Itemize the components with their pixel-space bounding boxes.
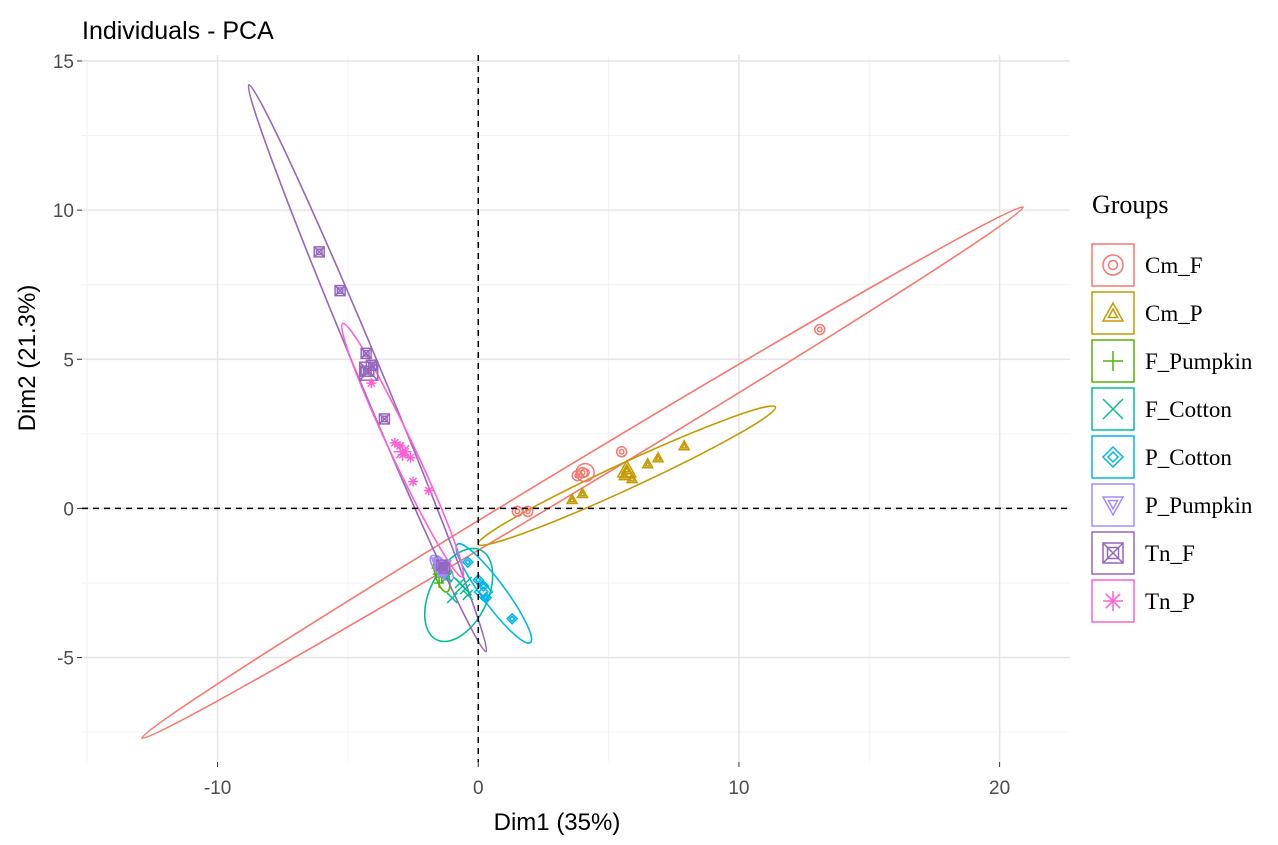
tn-f-point	[334, 284, 346, 297]
legend-label-f-cotton: F_Cotton	[1145, 397, 1232, 422]
f-cotton-centroid	[453, 576, 473, 596]
cm-f-point	[813, 323, 826, 336]
grid	[82, 55, 1070, 762]
legend-label-cm-f: Cm_F	[1145, 253, 1203, 278]
p-cotton-point	[506, 612, 519, 625]
tn-f-point	[378, 413, 391, 425]
tn-p-centroid	[393, 442, 412, 461]
tn-f-point	[360, 347, 372, 360]
cm-p-point	[677, 439, 691, 451]
cm-f-ellipse	[141, 206, 1024, 740]
x-tick-label: 0	[473, 778, 484, 799]
x-axis-title: Dim1 (35%)	[494, 809, 621, 836]
legend-key-tn-f	[1091, 531, 1135, 575]
x-tick-label: -10	[204, 778, 231, 799]
cm-p-centroid	[616, 459, 638, 478]
legend-key-p-cotton	[1091, 435, 1135, 479]
cm-f-point	[576, 466, 589, 479]
legend-symbol-p-cotton	[1101, 445, 1125, 469]
legend-key-cm-p	[1091, 291, 1135, 335]
y-tick-label: 5	[63, 350, 74, 371]
legend-symbol-f-cotton	[1102, 398, 1124, 420]
y-tick-label: 15	[53, 52, 74, 73]
cm-p-point	[641, 457, 654, 469]
tn-p-point	[366, 378, 377, 389]
p-cotton-centroid	[473, 581, 494, 603]
y-tick-label: -5	[57, 649, 74, 670]
legend-label-p-pumpkin: P_Pumpkin	[1145, 493, 1253, 518]
tn-f-point	[438, 562, 451, 574]
tn-p-point	[408, 476, 419, 487]
tn-p-ellipse	[340, 322, 465, 578]
p-cotton-point	[461, 556, 474, 569]
data-points	[313, 246, 826, 625]
cm-p-point	[651, 451, 665, 463]
legend-key-p-pumpkin	[1091, 483, 1135, 527]
tn-p-point	[423, 485, 434, 496]
f-cotton-ellipse	[423, 547, 494, 643]
chart-title: Individuals - PCA	[82, 17, 274, 45]
legend-symbol-tn-f	[1102, 542, 1124, 564]
legend: Groups Cm_F Cm_P F_Pumpkin F_Cotton P_Cotton…	[1091, 190, 1253, 623]
axes: -10 0 10 20 -5 0 5 10 15	[53, 52, 1070, 799]
legend-symbol-p-pumpkin	[1101, 496, 1125, 517]
group-ellipses	[141, 83, 1024, 740]
cm-p-point	[565, 492, 579, 505]
legend-key-cm-f	[1091, 243, 1135, 287]
legend-label-cm-p: Cm_P	[1145, 301, 1203, 326]
y-axis-title: Dim2 (21.3%)	[14, 285, 41, 432]
cm-p-point	[617, 469, 631, 481]
legend-symbol-f-pumpkin	[1103, 351, 1123, 371]
f-pumpkin-point	[434, 578, 445, 589]
legend-label-tn-f: Tn_F	[1145, 541, 1195, 566]
legend-label-f-pumpkin: F_Pumpkin	[1145, 349, 1253, 374]
legend-label-tn-p: Tn_P	[1145, 589, 1195, 614]
legend-symbol-cm-f	[1102, 254, 1124, 276]
legend-symbol-cm-p	[1101, 301, 1125, 322]
x-tick-label: 10	[728, 778, 749, 799]
y-tick-label: 10	[53, 201, 74, 222]
cm-p-point	[576, 486, 589, 499]
legend-symbol-tn-p	[1103, 591, 1123, 611]
y-tick-label: 0	[63, 499, 74, 520]
cm-p-point	[625, 472, 639, 484]
cm-f-point	[615, 446, 628, 458]
f-cotton-point	[446, 592, 458, 604]
cm-f-centroid	[575, 462, 595, 483]
f-cotton-point	[462, 589, 474, 601]
x-tick-label: 20	[989, 778, 1010, 799]
tn-f-point	[313, 246, 325, 258]
legend-title: Groups	[1092, 190, 1169, 219]
legend-label-p-cotton: P_Cotton	[1145, 445, 1232, 470]
